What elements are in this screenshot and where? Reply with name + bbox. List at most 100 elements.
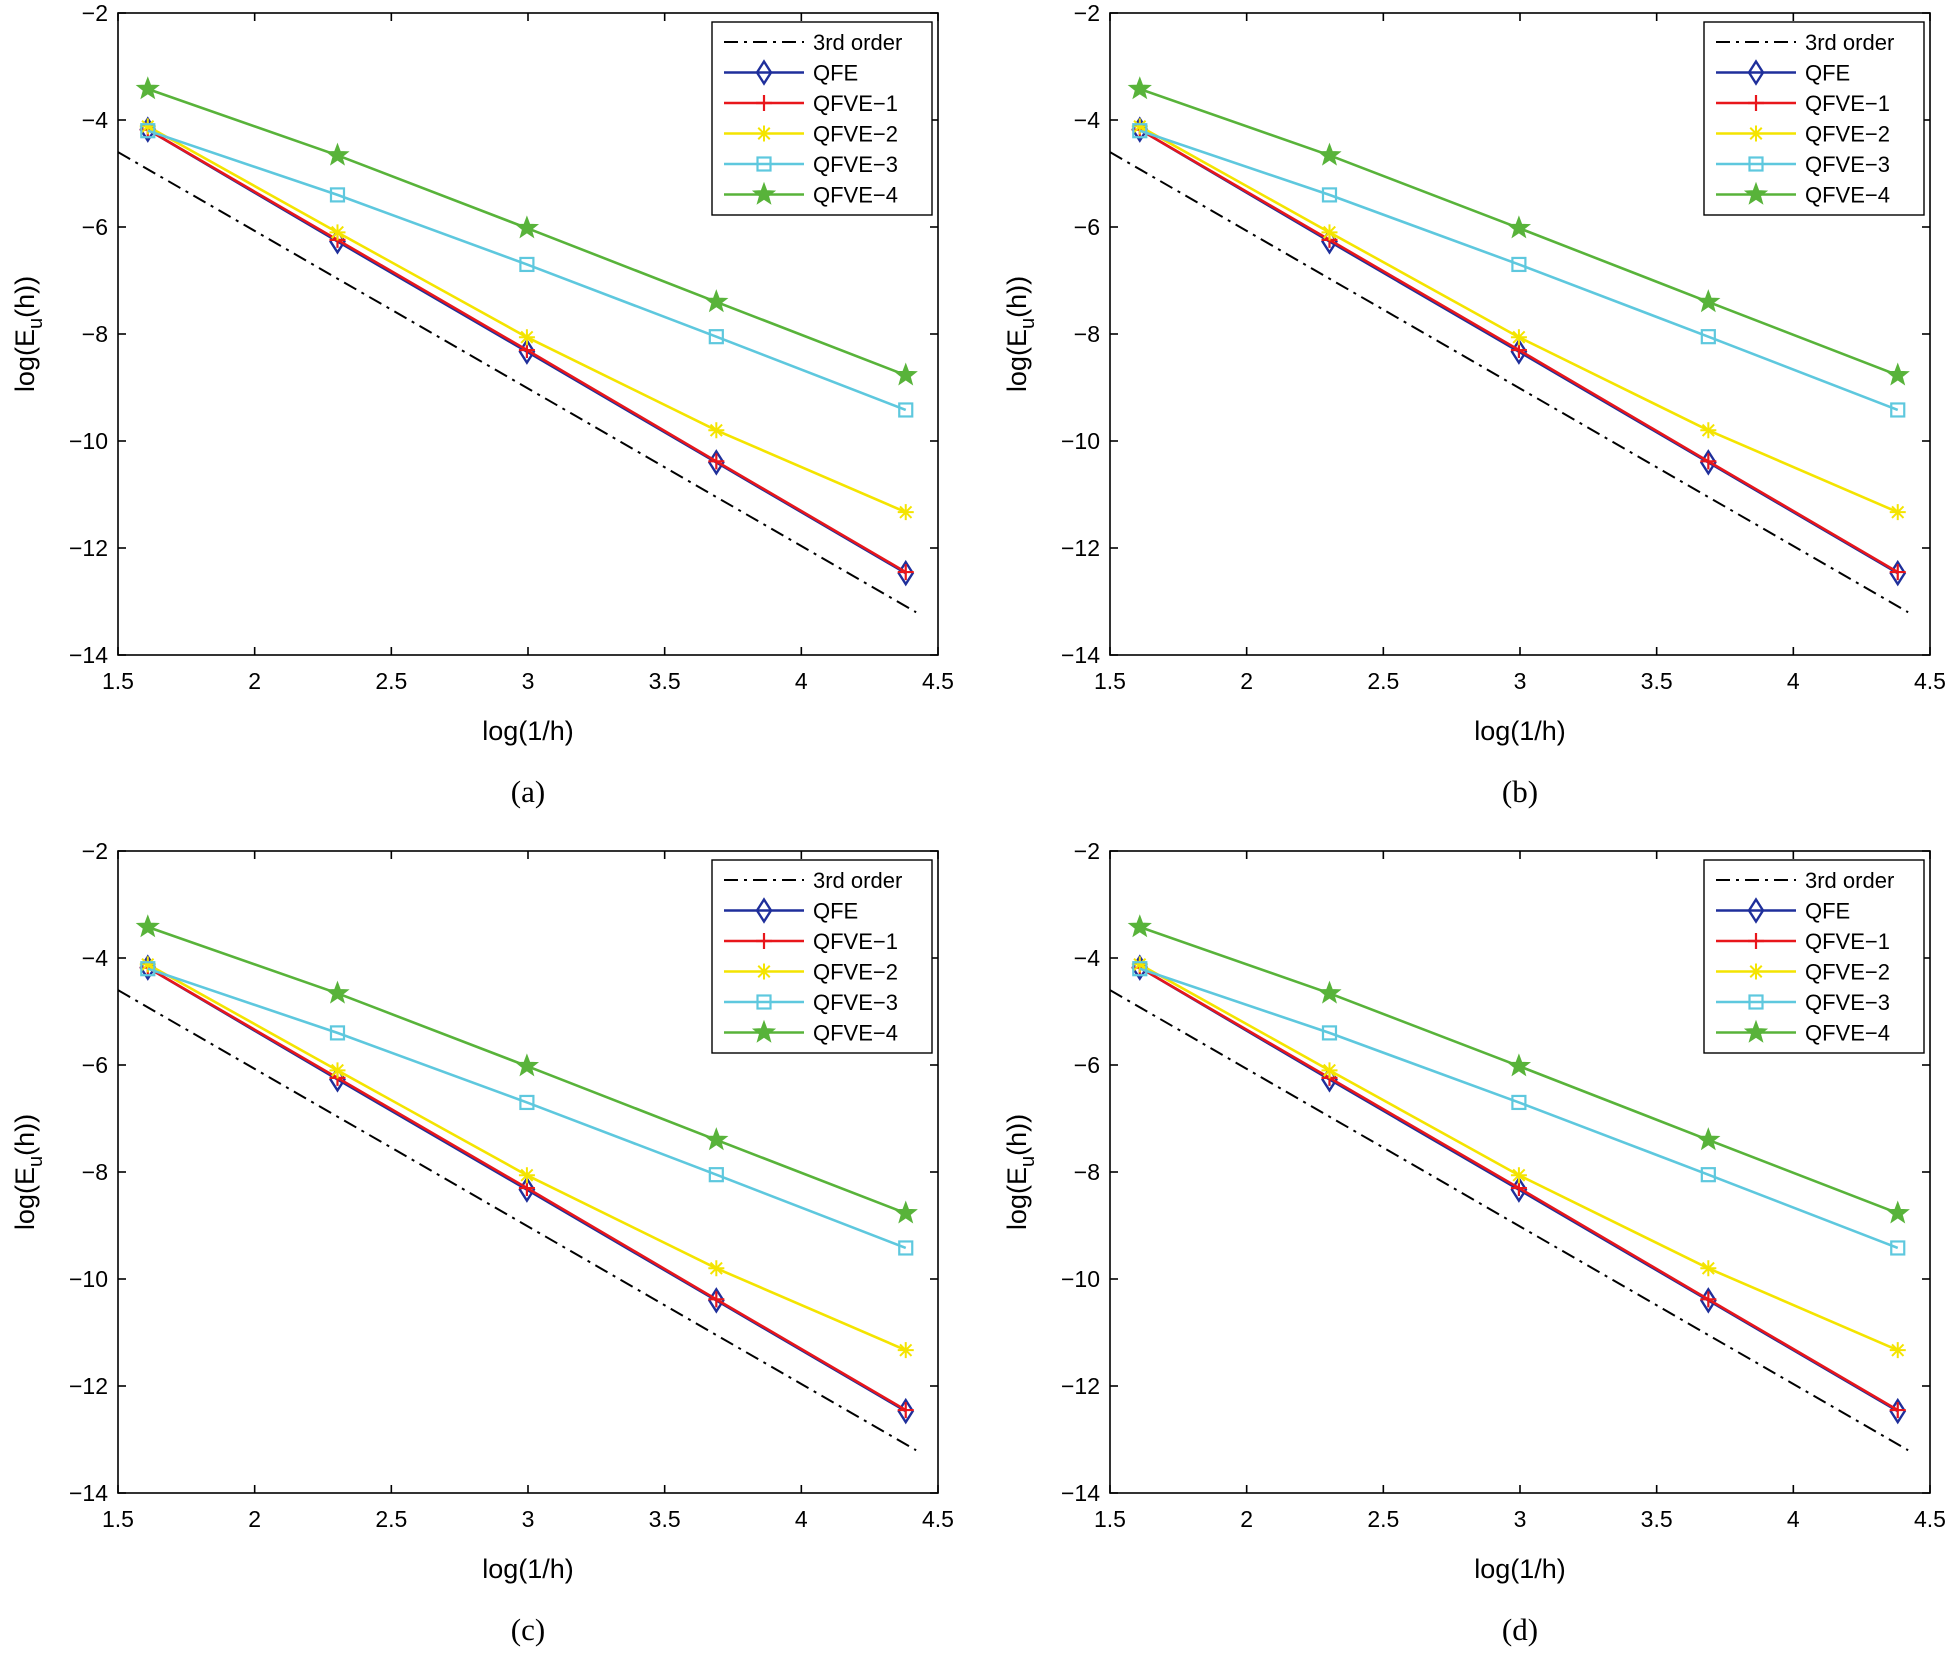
data-point-qfve-4 <box>514 1053 540 1077</box>
y-tick-label: −8 <box>1074 1159 1100 1185</box>
x-tick-label: 2.5 <box>375 668 407 694</box>
x-tick-label: 3.5 <box>1641 668 1673 694</box>
y-tick-label: −6 <box>1074 214 1100 240</box>
data-point-qfve-1 <box>1700 453 1717 470</box>
subplot-caption: (d) <box>1502 1612 1538 1647</box>
x-tick-label: 4.5 <box>1914 1506 1946 1532</box>
y-tick-label: −8 <box>82 1159 108 1185</box>
series-qfve-3 <box>140 961 914 1256</box>
y-tick-label: −10 <box>69 1266 108 1292</box>
legend-marker <box>756 933 772 949</box>
legend-label: QFVE−3 <box>813 990 898 1015</box>
data-point-qfve-1 <box>1889 564 1906 581</box>
data-point-qfve-2 <box>139 118 156 135</box>
series-qfve-4 <box>1127 76 1910 386</box>
data-point-qfve-3 <box>1321 187 1338 203</box>
data-point-qfve-2 <box>329 224 346 241</box>
data-point-qfve-2 <box>1321 1062 1338 1079</box>
legend-item-3rd-order: 3rd order <box>1716 868 1894 893</box>
subplot-caption: (c) <box>511 1612 545 1647</box>
data-point-qfve-2 <box>1131 118 1148 135</box>
plot-area <box>1110 914 1910 1452</box>
legend-item-qfve-3: QFVE−3 <box>724 990 898 1015</box>
data-point-qfve-4 <box>1506 1053 1532 1077</box>
x-tick-label: 4 <box>1787 668 1800 694</box>
x-axis-label: log(1/h) <box>1474 716 1566 746</box>
legend-item-qfve-2: QFVE−2 <box>724 960 898 985</box>
x-tick-label: 4 <box>1787 1506 1800 1532</box>
legend-label: QFVE−4 <box>1805 1021 1890 1046</box>
legend-marker <box>756 156 772 172</box>
legend-label: QFVE−2 <box>1805 960 1890 985</box>
series-3rd-order <box>1110 989 1909 1452</box>
data-point-qfve-3 <box>140 961 156 977</box>
legend-marker <box>755 897 773 924</box>
data-point-qfve-4 <box>1885 1200 1910 1224</box>
legend-item-qfve-4: QFVE−4 <box>724 1019 898 1046</box>
legend-label: QFVE−3 <box>1805 152 1890 177</box>
series-qfve-2 <box>139 118 914 521</box>
y-axis-label: log(Eu(h)) <box>10 1114 47 1230</box>
series-qfve-3 <box>1132 123 1906 418</box>
data-point-qfve-3 <box>329 187 346 203</box>
legend-label: QFVE−1 <box>813 91 898 116</box>
legend: 3rd order QFE QFVE−1 QFVE−2 QFVE−3 QFVE−4 <box>711 859 933 1054</box>
legend-item-qfve-4: QFVE−4 <box>1716 181 1890 208</box>
data-point-qfve-4 <box>1127 76 1152 100</box>
y-axis-label: log(Eu(h)) <box>1002 276 1039 392</box>
data-point-qfve-4 <box>325 142 350 166</box>
y-tick-label: −6 <box>82 214 108 240</box>
legend-label: QFVE−1 <box>813 929 898 954</box>
data-point-qfve-3 <box>708 329 724 345</box>
legend-marker <box>1748 156 1764 172</box>
data-point-qfve-3 <box>1321 1025 1338 1041</box>
subplot-c: 1.5 2 2.5 3 3.5 4 4.5 −2 −4 −6 −8 −10 −12 −14 log(1/h)… <box>10 838 954 1647</box>
data-point-qfve-3 <box>1890 402 1906 418</box>
data-point-qfve-2 <box>1131 956 1148 973</box>
legend-label: QFVE−2 <box>1805 122 1890 147</box>
data-point-qfve-3 <box>519 1094 535 1111</box>
x-tick-label: 3 <box>522 668 535 694</box>
series-3rd-order <box>1110 151 1909 614</box>
legend-marker <box>1743 181 1769 205</box>
y-tick-label: −8 <box>82 321 108 347</box>
series-line-qfve-3 <box>1139 967 1899 1250</box>
x-tick-label: 4.5 <box>1914 668 1946 694</box>
data-point-qfve-2 <box>1321 224 1338 241</box>
legend-item-qfve-2: QFVE−2 <box>1716 960 1890 985</box>
legend-marker <box>756 125 772 142</box>
legend-item-qfve-3: QFVE−3 <box>724 152 898 177</box>
data-point-qfve-3 <box>898 1240 914 1256</box>
legend-label: 3rd order <box>813 868 902 893</box>
legend-label: QFVE−4 <box>1805 183 1890 208</box>
legend-label: QFVE−3 <box>1805 990 1890 1015</box>
plot-area <box>118 914 918 1452</box>
data-point-qfve-1 <box>1889 1402 1906 1419</box>
legend-item-qfve-1: QFVE−1 <box>724 929 898 954</box>
series-line-3rd-order <box>1110 989 1909 1452</box>
legend-item-qfve-3: QFVE−3 <box>1716 152 1890 177</box>
y-tick-label: −6 <box>1074 1052 1100 1078</box>
legend-marker <box>755 59 773 86</box>
legend-marker <box>751 1019 777 1043</box>
x-tick-label: 2 <box>248 1506 261 1532</box>
legend-marker <box>1748 933 1764 949</box>
legend-box <box>1703 21 1925 216</box>
y-tick-label: −2 <box>1074 0 1100 26</box>
data-point-qfve-3 <box>140 123 156 139</box>
y-tick-label: −4 <box>1074 107 1100 133</box>
legend-label: 3rd order <box>813 30 902 55</box>
series-qfve-2 <box>1131 118 1906 521</box>
data-point-qfve-2 <box>708 1260 725 1277</box>
x-tick-label: 4 <box>795 1506 808 1532</box>
y-tick-label: −10 <box>1061 1266 1100 1292</box>
x-tick-label: 3.5 <box>1641 1506 1673 1532</box>
series-qfve-4 <box>1127 914 1910 1224</box>
series-line-3rd-order <box>1110 151 1909 614</box>
x-axis-label: log(1/h) <box>1474 1554 1566 1584</box>
x-tick-label: 2.5 <box>1367 668 1399 694</box>
plot-area <box>118 76 918 614</box>
legend-marker <box>1748 95 1764 111</box>
legend-label: QFVE−4 <box>813 1021 898 1046</box>
y-tick-label: −12 <box>69 535 108 561</box>
